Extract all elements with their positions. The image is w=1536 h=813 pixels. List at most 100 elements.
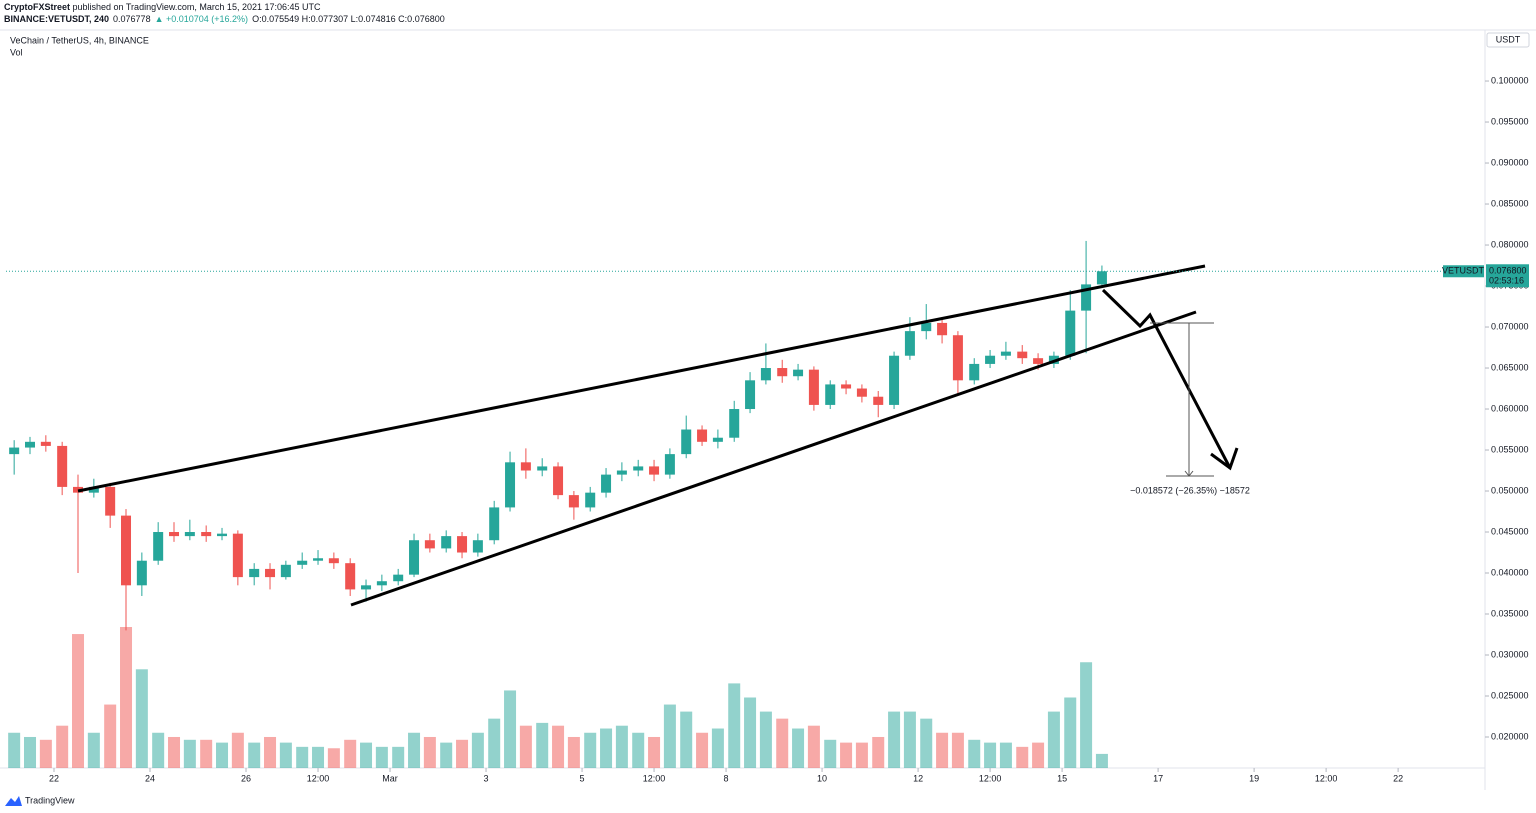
candle-body bbox=[57, 445, 68, 487]
volume-bar bbox=[456, 739, 469, 768]
volume-bar bbox=[519, 725, 532, 768]
volume-bar bbox=[999, 742, 1012, 768]
candle-body bbox=[585, 492, 596, 508]
candle-body bbox=[40, 441, 51, 446]
candle-body bbox=[904, 331, 915, 356]
x-tick-label: 26 bbox=[241, 773, 251, 783]
volume-bar bbox=[8, 732, 21, 768]
candle-body bbox=[1065, 310, 1076, 356]
x-tick-label: 19 bbox=[1249, 773, 1259, 783]
candle-body bbox=[793, 369, 804, 377]
candle-body bbox=[568, 495, 579, 508]
x-tick-label: 22 bbox=[1393, 773, 1403, 783]
y-tick-label: 0.045000 bbox=[1491, 526, 1529, 536]
volume-bar bbox=[536, 722, 549, 768]
candle-body bbox=[841, 384, 852, 389]
wedge-lower bbox=[350, 310, 1197, 607]
volume-bar bbox=[1032, 742, 1045, 768]
publisher: CryptoFXStreet bbox=[4, 2, 70, 12]
arrow-head bbox=[1210, 447, 1239, 471]
candle-body bbox=[520, 462, 531, 471]
countdown: 02:53:16 bbox=[1489, 276, 1524, 286]
header-line: CryptoFXStreet published on TradingView.… bbox=[4, 2, 321, 12]
volume-bar bbox=[807, 725, 820, 768]
volume-bar bbox=[200, 739, 213, 768]
x-tick-label: 24 bbox=[145, 773, 155, 783]
candle-body bbox=[745, 380, 756, 410]
candle-body bbox=[201, 532, 212, 537]
y-tick-label: 0.030000 bbox=[1491, 649, 1529, 659]
y-tick-label: 0.100000 bbox=[1491, 75, 1529, 85]
volume-bar bbox=[360, 742, 373, 768]
volume-bar bbox=[183, 739, 196, 768]
volume-bar bbox=[888, 711, 901, 768]
candle-body bbox=[424, 540, 435, 549]
price-tag-box bbox=[1486, 264, 1529, 288]
volume-bar bbox=[312, 746, 325, 768]
candle-body bbox=[489, 507, 500, 541]
candle-body bbox=[105, 486, 116, 516]
x-tick-label: 12:00 bbox=[979, 773, 1002, 783]
volume-bar bbox=[248, 742, 261, 768]
volume-bar bbox=[728, 683, 741, 768]
candle-body bbox=[616, 470, 627, 475]
volume-bar bbox=[552, 725, 565, 768]
volume-bar bbox=[632, 732, 645, 768]
candle-body bbox=[472, 540, 483, 553]
volume-bar bbox=[504, 690, 517, 768]
candle-body bbox=[184, 532, 195, 537]
candle-body bbox=[1033, 358, 1044, 364]
volume-bar bbox=[615, 725, 628, 768]
volume-bar bbox=[56, 725, 69, 768]
volume-bar bbox=[984, 742, 997, 768]
unit-box bbox=[1486, 32, 1530, 48]
volume-bar bbox=[279, 742, 292, 768]
candle-body bbox=[633, 466, 644, 471]
brand: TradingView bbox=[25, 795, 75, 805]
volume-bar bbox=[792, 728, 805, 768]
candle-body bbox=[441, 536, 452, 549]
candle-body bbox=[937, 322, 948, 336]
x-tick-label: 17 bbox=[1153, 773, 1163, 783]
y-tick-label: 0.065000 bbox=[1491, 362, 1529, 372]
projection-arrow bbox=[1101, 288, 1232, 469]
volume-bar bbox=[903, 711, 916, 768]
candle-body bbox=[537, 466, 548, 471]
candle-body bbox=[664, 454, 675, 475]
y-tick-label: 0.090000 bbox=[1491, 157, 1529, 167]
x-tick-label: 10 bbox=[817, 773, 827, 783]
ohlc: O:0.075549 H:0.077307 L:0.074816 C:0.076… bbox=[252, 14, 445, 24]
candle-body bbox=[361, 585, 372, 590]
candle-body bbox=[409, 540, 420, 575]
volume-bar bbox=[120, 627, 133, 768]
volume-bar bbox=[39, 739, 52, 768]
candle-body bbox=[9, 447, 20, 455]
axes: 0.020000 0.025000 0.030000 0.035000 0.040000… bbox=[6, 75, 1529, 783]
volume-bar bbox=[231, 732, 244, 768]
candle-layer bbox=[9, 240, 1107, 631]
y-tick-label: 0.025000 bbox=[1491, 690, 1529, 700]
candle-body bbox=[649, 466, 660, 475]
volume-bar bbox=[1095, 753, 1108, 768]
measure bbox=[1150, 322, 1214, 477]
x-tick-label: 15 bbox=[1057, 773, 1067, 783]
volume-bar bbox=[567, 736, 580, 768]
volume-bar bbox=[663, 704, 676, 768]
candle-body bbox=[952, 335, 963, 381]
y-tick-label: 0.085000 bbox=[1491, 198, 1529, 208]
candle-body bbox=[1000, 351, 1011, 356]
candle-body bbox=[265, 568, 276, 578]
candle-body bbox=[313, 558, 324, 561]
candle-body bbox=[553, 466, 564, 496]
volume-bar bbox=[680, 711, 693, 768]
candle-body bbox=[505, 462, 516, 508]
y-tick-label: 0.040000 bbox=[1491, 567, 1529, 577]
volume-bar bbox=[72, 634, 85, 768]
candle-body bbox=[969, 363, 980, 381]
volume-bar bbox=[392, 746, 405, 768]
x-tick-label: 12:00 bbox=[643, 773, 666, 783]
candle-body bbox=[697, 429, 708, 442]
candle-body bbox=[729, 409, 740, 438]
